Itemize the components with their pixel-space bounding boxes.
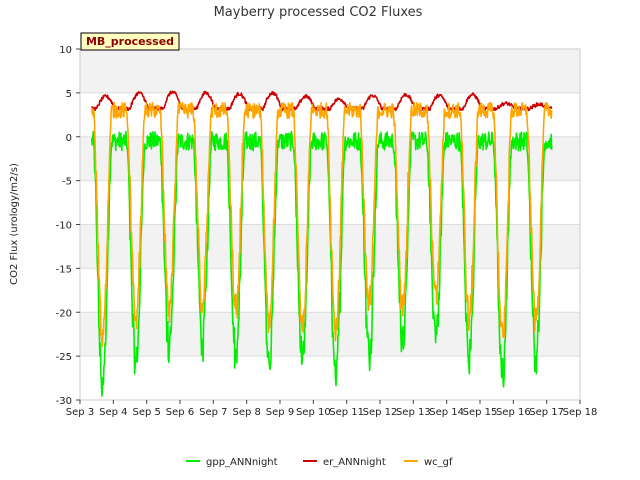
series-layer <box>90 90 553 397</box>
x-tick-label: Sep 6 <box>166 407 194 418</box>
legend-label-gpp_ANNnight: gpp_ANNnight <box>206 457 278 468</box>
y-tick-label: 0 <box>66 133 72 144</box>
x-axis: Sep 3 Sep 4 Sep 5 Sep 6 Sep 7 Sep 8 Sep 9 Sep 1… <box>66 400 598 418</box>
badge: MB_processed <box>80 32 180 51</box>
x-tick-label: Sep 9 <box>266 407 294 418</box>
legend-label-er_ANNnight: er_ANNnight <box>323 457 386 468</box>
series-line-wc_gf <box>90 101 553 347</box>
x-tick-label: Sep 12 <box>363 407 398 418</box>
x-tick-label: Sep 8 <box>232 407 260 418</box>
chart-title: Mayberry processed CO2 Fluxes <box>214 5 423 20</box>
x-tick-label: Sep 18 <box>563 407 598 418</box>
y-tick-label: -25 <box>56 352 72 363</box>
x-tick-label: Sep 11 <box>329 407 364 418</box>
y-axis: -30 -25 -20 -15 -10 -5 0 5 10 <box>56 45 80 407</box>
y-tick-label: 5 <box>66 89 72 100</box>
plot-band <box>80 312 580 357</box>
y-tick-label: -20 <box>56 308 72 319</box>
y-tick-label: -15 <box>56 264 72 275</box>
y-tick-label: -30 <box>56 396 72 407</box>
badge-label: MB_processed <box>86 35 174 48</box>
y-tick-label: -5 <box>62 177 72 188</box>
badge-box <box>80 32 180 51</box>
legend-label-wc_gf: wc_gf <box>424 457 453 468</box>
y-tick-label: -10 <box>56 221 72 232</box>
x-tick-label: Sep 3 <box>66 407 94 418</box>
x-tick-label: Sep 4 <box>99 407 127 418</box>
x-tick-label: Sep 16 <box>496 407 531 418</box>
x-tick-label: Sep 7 <box>199 407 227 418</box>
plot-band <box>80 49 580 93</box>
legend: gpp_ANNnight er_ANNnight wc_gf <box>186 457 453 468</box>
x-tick-label: Sep 14 <box>429 407 464 418</box>
x-tick-label: Sep 10 <box>296 407 331 418</box>
y-tick-label: 10 <box>59 45 72 56</box>
x-tick-label: Sep 17 <box>529 407 564 418</box>
x-tick-label: Sep 13 <box>396 407 431 418</box>
x-tick-label: Sep 5 <box>132 407 160 418</box>
y-axis-label: CO2 Flux (urology/m2/s) <box>9 163 20 285</box>
x-tick-label: Sep 15 <box>463 407 498 418</box>
